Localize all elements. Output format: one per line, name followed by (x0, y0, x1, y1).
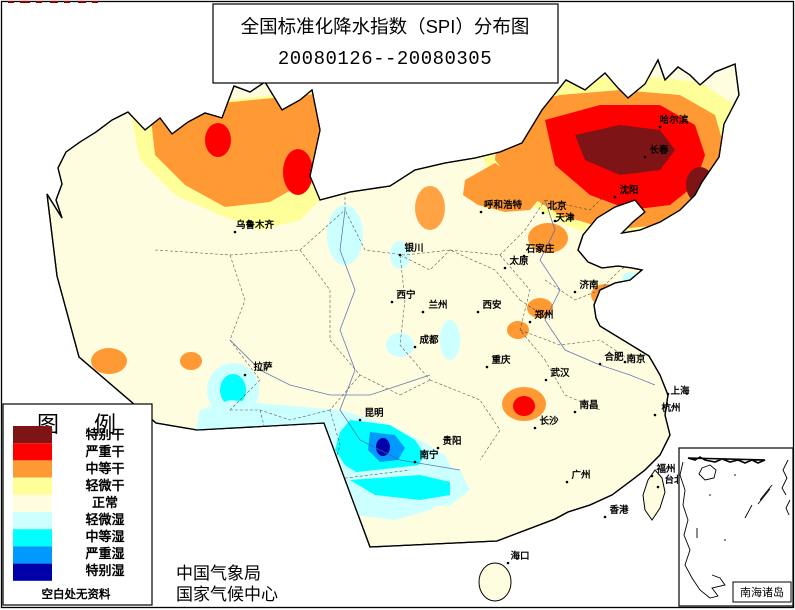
svg-text:正常: 正常 (92, 495, 118, 510)
svg-text:济南: 济南 (579, 279, 599, 291)
svg-text:严重干: 严重干 (84, 444, 124, 459)
svg-text:银川: 银川 (404, 242, 423, 254)
svg-text:呼和浩特: 呼和浩特 (484, 199, 523, 211)
svg-text:石家庄: 石家庄 (525, 243, 555, 255)
svg-text:广州: 广州 (571, 469, 590, 481)
svg-text:全国标准化降水指数（SPI）分布图: 全国标准化降水指数（SPI）分布图 (241, 16, 530, 37)
svg-text:贵阳: 贵阳 (442, 435, 461, 447)
svg-text:北京: 北京 (547, 200, 567, 212)
svg-text:哈尔滨: 哈尔滨 (660, 114, 689, 126)
svg-text:武汉: 武汉 (550, 367, 570, 379)
svg-text:南海诸岛: 南海诸岛 (740, 585, 784, 599)
svg-text:成都: 成都 (419, 334, 439, 346)
svg-text:国家气候中心: 国家气候中心 (176, 585, 278, 604)
svg-text:上海: 上海 (670, 385, 690, 397)
svg-text:兰州: 兰州 (428, 299, 447, 311)
svg-text:严重湿: 严重湿 (84, 546, 124, 561)
svg-text:杭州: 杭州 (661, 402, 680, 414)
svg-text:昆明: 昆明 (364, 408, 384, 419)
svg-text:南京: 南京 (626, 353, 646, 365)
svg-text:中等干: 中等干 (85, 461, 124, 476)
svg-text:海口: 海口 (510, 550, 529, 562)
svg-text:南昌: 南昌 (579, 399, 598, 411)
svg-text:重庆: 重庆 (491, 354, 511, 366)
svg-text:中国气象局: 中国气象局 (176, 564, 261, 583)
svg-text:西宁: 西宁 (396, 289, 416, 301)
svg-text:福州: 福州 (655, 463, 675, 475)
svg-text:拉萨: 拉萨 (253, 361, 273, 373)
svg-text:沈阳: 沈阳 (619, 184, 638, 196)
svg-text:郑州: 郑州 (534, 309, 553, 321)
svg-text:空白处无资料: 空白处无资料 (42, 587, 111, 601)
svg-text:合肥: 合肥 (604, 351, 624, 363)
svg-text:轻微湿: 轻微湿 (85, 512, 124, 527)
svg-text:中等湿: 中等湿 (85, 529, 124, 544)
svg-text:特别干: 特别干 (85, 427, 124, 442)
svg-text:特别湿: 特别湿 (85, 563, 124, 578)
svg-text:太原: 太原 (509, 255, 529, 267)
svg-text:天津: 天津 (555, 212, 575, 224)
svg-text:乌鲁木齐: 乌鲁木齐 (236, 219, 275, 231)
svg-text:南宁: 南宁 (419, 449, 439, 461)
svg-text:轻微干: 轻微干 (85, 478, 124, 493)
svg-text:长沙: 长沙 (539, 415, 559, 427)
svg-text:20080126--20080305: 20080126--20080305 (278, 48, 492, 70)
svg-text:香港: 香港 (608, 504, 629, 516)
svg-text:西安: 西安 (482, 299, 502, 311)
svg-text:长春: 长春 (649, 144, 669, 156)
